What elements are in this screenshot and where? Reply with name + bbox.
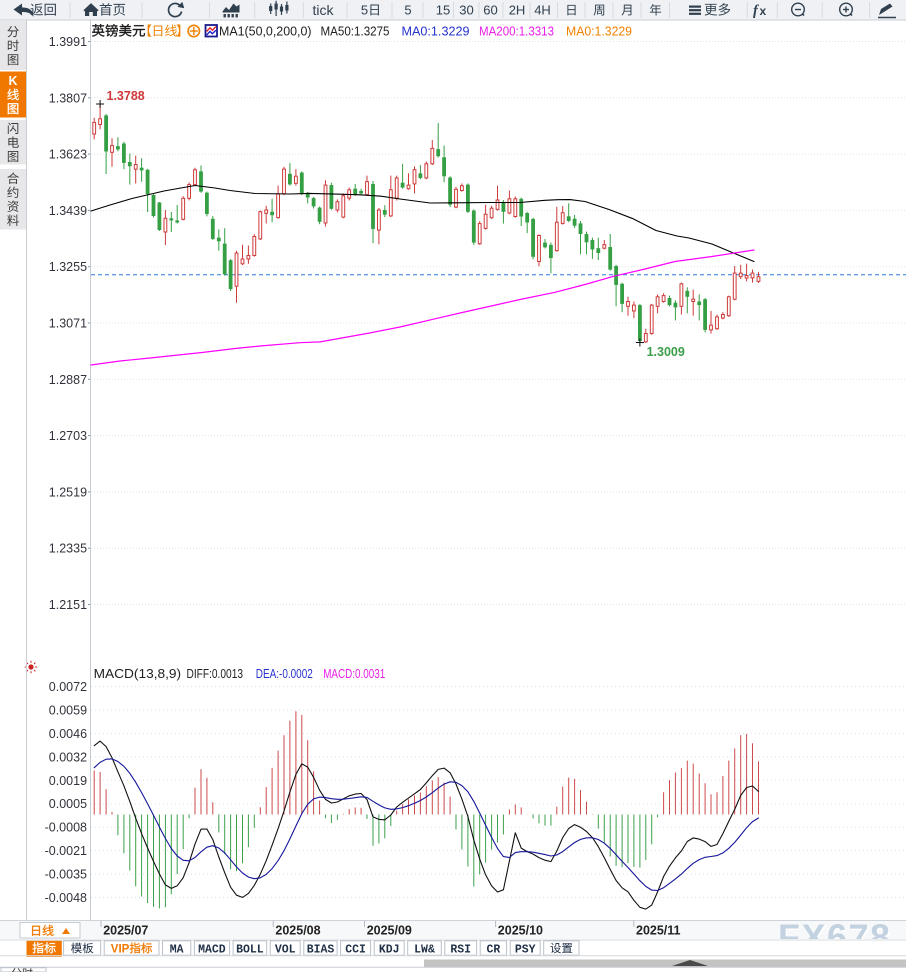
svg-text:MA0:1.3229: MA0:1.3229: [402, 25, 470, 39]
svg-text:1.3009: 1.3009: [647, 345, 685, 359]
svg-text:tick: tick: [313, 2, 335, 18]
svg-text:1.2335: 1.2335: [49, 542, 87, 556]
svg-text:KDJ: KDJ: [379, 943, 400, 956]
svg-text:15: 15: [436, 3, 450, 18]
svg-text:1.3623: 1.3623: [49, 148, 87, 162]
svg-text:1.3439: 1.3439: [49, 204, 87, 218]
svg-text:5: 5: [404, 3, 411, 18]
svg-text:MA0:1.3229: MA0:1.3229: [566, 25, 632, 39]
svg-text:PSY: PSY: [515, 943, 536, 956]
svg-text:0.0046: 0.0046: [49, 727, 87, 741]
svg-text:MACD: MACD: [198, 943, 226, 956]
svg-text:LW&: LW&: [414, 943, 435, 956]
svg-text:BIAS: BIAS: [307, 943, 335, 956]
svg-text:1.2519: 1.2519: [49, 485, 87, 499]
svg-text:MA: MA: [170, 943, 184, 956]
svg-text:1.3071: 1.3071: [49, 317, 87, 331]
svg-text:0.0032: 0.0032: [49, 750, 87, 764]
svg-text:K: K: [9, 74, 18, 88]
svg-text:BOLL: BOLL: [236, 943, 264, 956]
svg-text:MA50:1.3275: MA50:1.3275: [321, 25, 390, 39]
svg-text:0.0019: 0.0019: [49, 774, 87, 788]
svg-text:1.2887: 1.2887: [49, 373, 87, 387]
svg-text:1.3807: 1.3807: [49, 91, 87, 105]
svg-text:2025/08: 2025/08: [275, 924, 320, 938]
svg-text:1.3991: 1.3991: [49, 35, 87, 49]
svg-text:MA200:1.3313: MA200:1.3313: [479, 25, 554, 39]
svg-text:-0.0048: -0.0048: [45, 891, 87, 905]
svg-text:x: x: [760, 4, 767, 18]
svg-text:-0.0008: -0.0008: [45, 821, 87, 835]
svg-text:CR: CR: [486, 943, 500, 956]
svg-text:DEA:-0.0002: DEA:-0.0002: [256, 667, 313, 681]
svg-text:DIFF:0.0013: DIFF:0.0013: [187, 667, 244, 681]
svg-text:1.3255: 1.3255: [49, 260, 87, 274]
svg-text:CCI: CCI: [345, 943, 366, 956]
svg-text:MACD:0.0031: MACD:0.0031: [323, 667, 385, 681]
svg-text:60: 60: [483, 3, 497, 18]
svg-text:MA1(50,0,200,0): MA1(50,0,200,0): [219, 25, 312, 39]
svg-text:0.0072: 0.0072: [49, 680, 87, 694]
svg-text:VIP: VIP: [111, 943, 130, 955]
svg-text:4H: 4H: [534, 3, 551, 18]
svg-text:1.2703: 1.2703: [49, 429, 87, 443]
svg-text:2025/10: 2025/10: [498, 924, 543, 938]
svg-text:-0.0021: -0.0021: [45, 844, 87, 858]
svg-text:0.0059: 0.0059: [49, 704, 87, 718]
svg-text:-0.0035: -0.0035: [45, 868, 87, 882]
svg-text:1.3788: 1.3788: [107, 89, 145, 103]
svg-text:MACD(13,8,9): MACD(13,8,9): [94, 667, 182, 681]
svg-text:2H: 2H: [509, 3, 526, 18]
svg-text:VOL: VOL: [275, 943, 296, 956]
svg-text:5: 5: [361, 3, 368, 18]
svg-text:30: 30: [459, 3, 473, 18]
svg-text:RSI: RSI: [450, 943, 471, 956]
svg-text:0.0005: 0.0005: [49, 797, 87, 811]
svg-text:2025/11: 2025/11: [636, 924, 681, 938]
svg-text:2025/07: 2025/07: [103, 924, 148, 938]
svg-text:2025/09: 2025/09: [367, 924, 412, 938]
svg-text:1.2151: 1.2151: [49, 598, 87, 612]
svg-text:f: f: [753, 3, 760, 19]
